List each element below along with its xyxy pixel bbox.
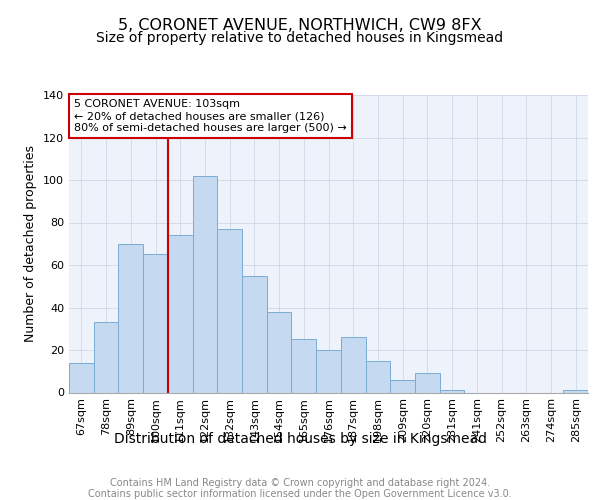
Bar	[193, 176, 217, 392]
Bar	[118, 244, 143, 392]
Bar	[168, 236, 193, 392]
Bar	[415, 374, 440, 392]
Bar	[563, 390, 588, 392]
Bar	[217, 229, 242, 392]
Bar	[390, 380, 415, 392]
Bar	[292, 340, 316, 392]
Bar	[94, 322, 118, 392]
Bar	[316, 350, 341, 393]
Text: Size of property relative to detached houses in Kingsmead: Size of property relative to detached ho…	[97, 31, 503, 45]
Text: Distribution of detached houses by size in Kingsmead: Distribution of detached houses by size …	[113, 432, 487, 446]
Text: 5, CORONET AVENUE, NORTHWICH, CW9 8FX: 5, CORONET AVENUE, NORTHWICH, CW9 8FX	[118, 18, 482, 32]
Bar	[341, 337, 365, 392]
Bar	[69, 363, 94, 392]
Bar	[365, 360, 390, 392]
Text: Contains HM Land Registry data © Crown copyright and database right 2024.
Contai: Contains HM Land Registry data © Crown c…	[88, 478, 512, 499]
Text: 5 CORONET AVENUE: 103sqm
← 20% of detached houses are smaller (126)
80% of semi-: 5 CORONET AVENUE: 103sqm ← 20% of detach…	[74, 100, 347, 132]
Bar	[267, 312, 292, 392]
Y-axis label: Number of detached properties: Number of detached properties	[25, 145, 37, 342]
Bar	[242, 276, 267, 392]
Bar	[440, 390, 464, 392]
Bar	[143, 254, 168, 392]
